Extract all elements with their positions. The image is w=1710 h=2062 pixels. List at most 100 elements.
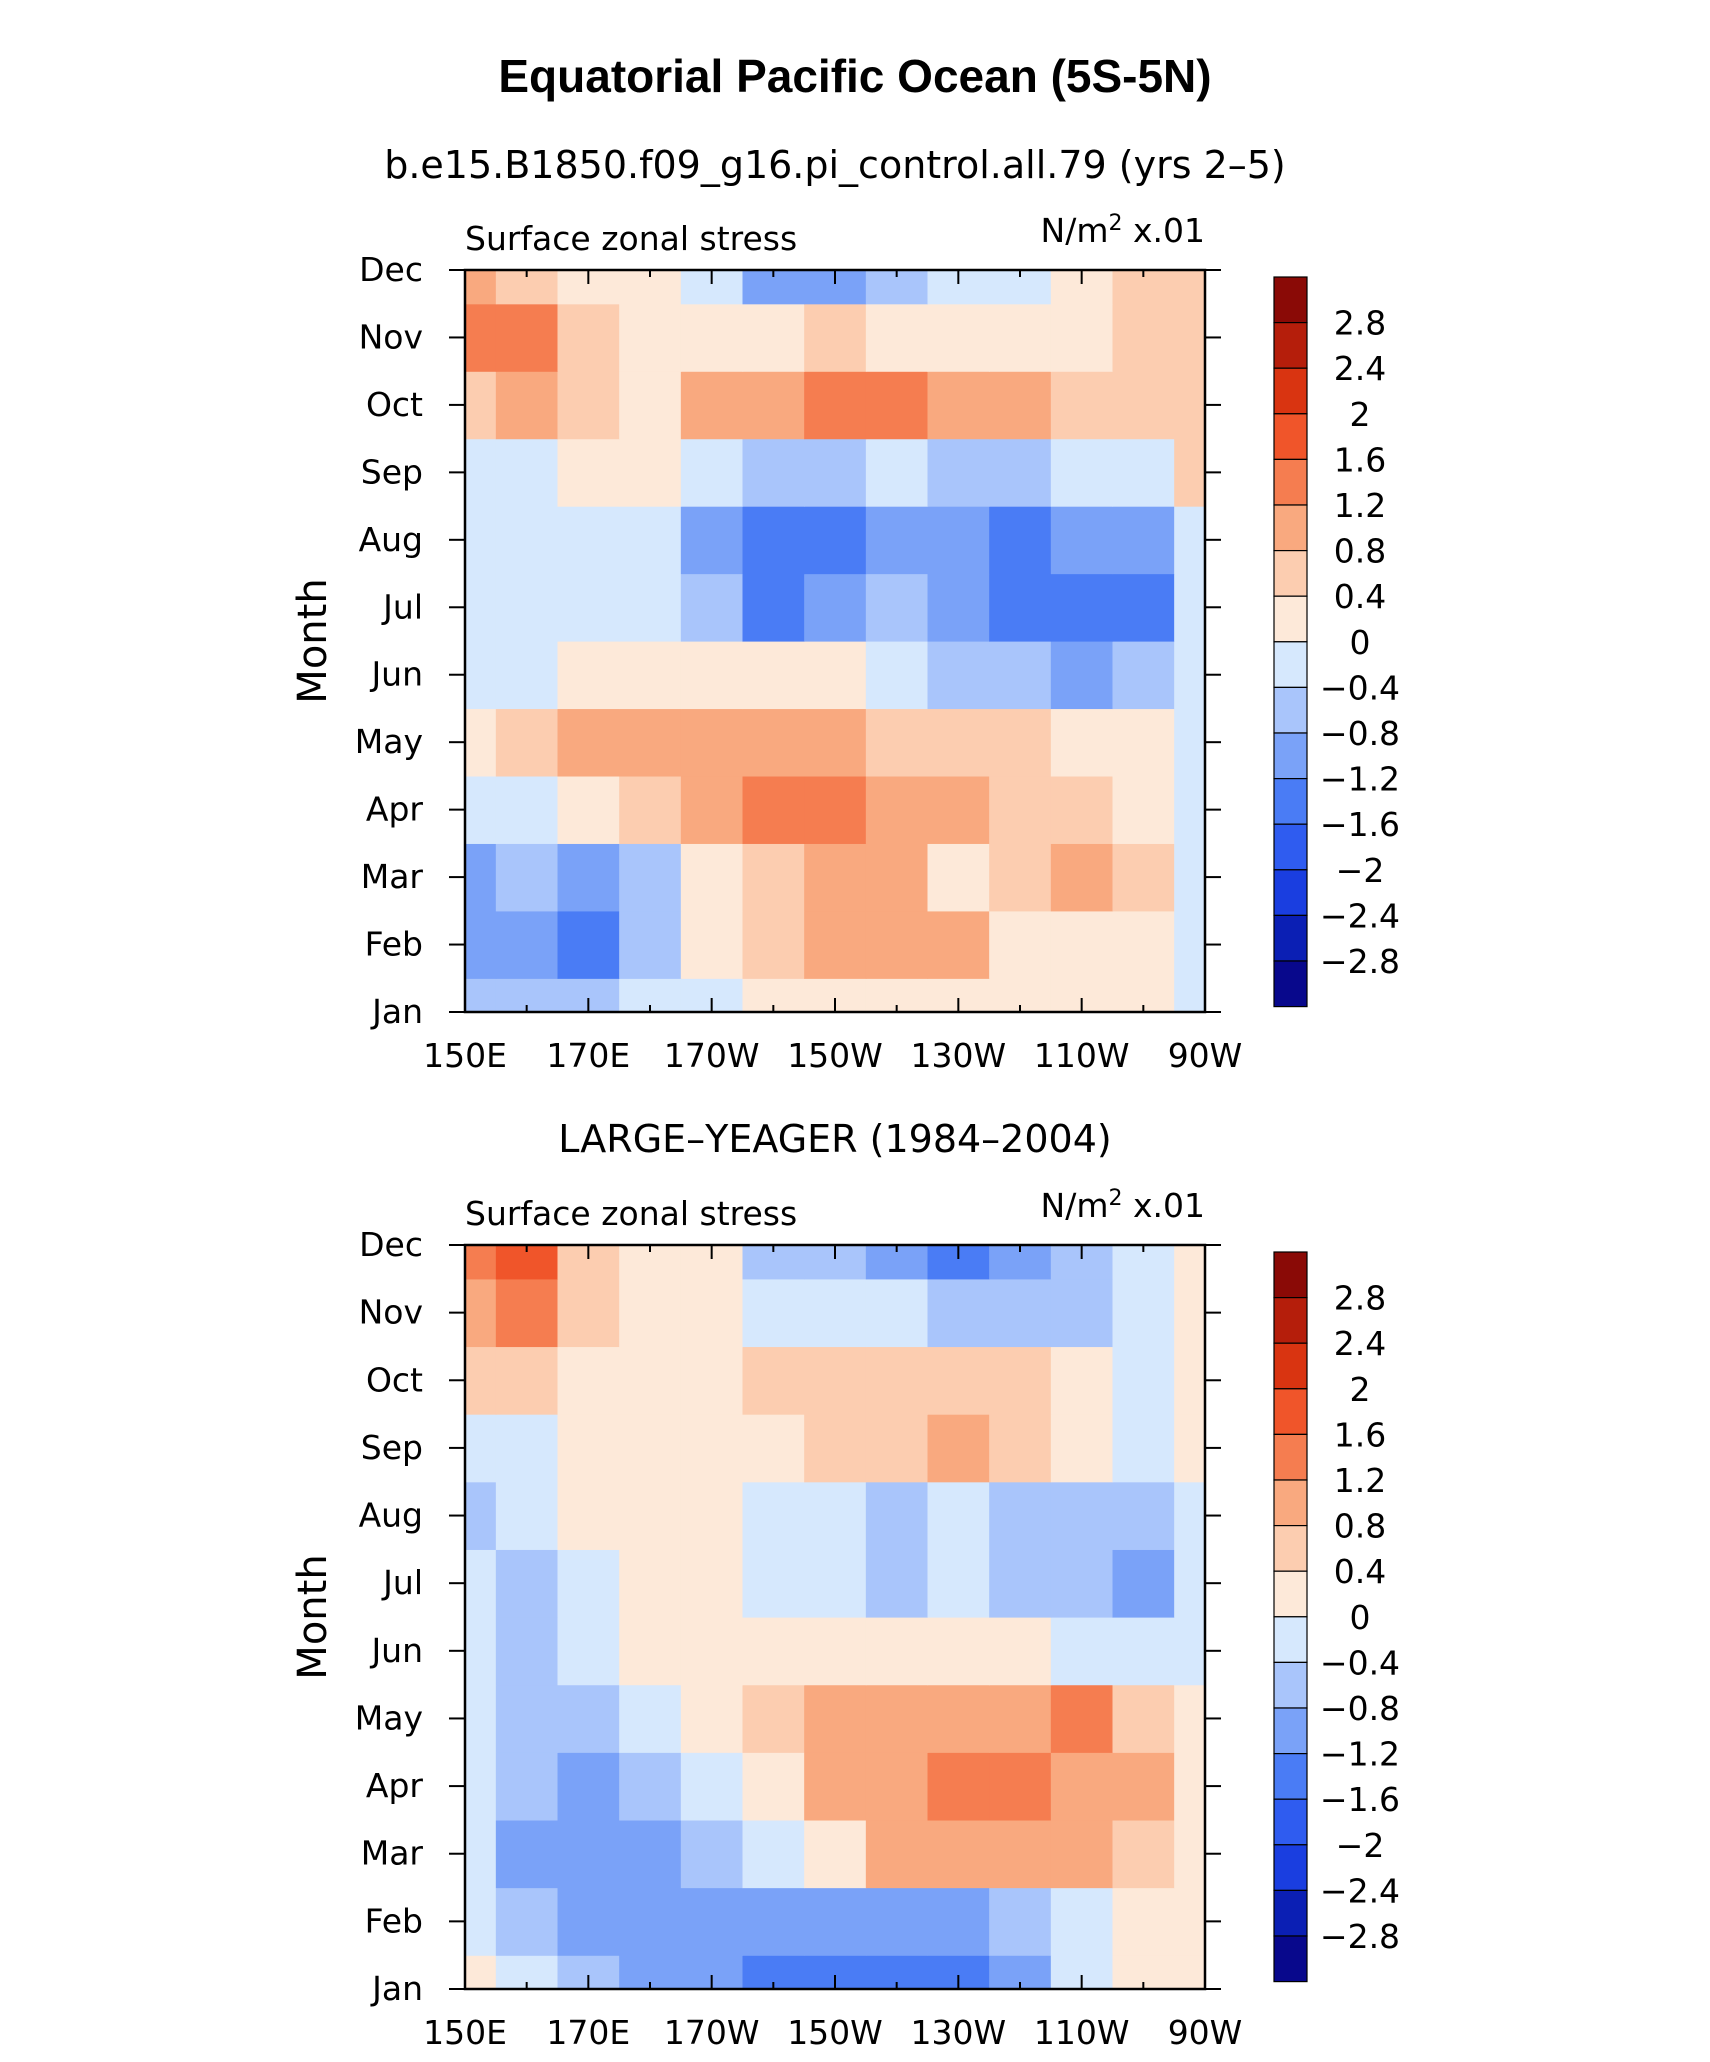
data-cell: [742, 708, 805, 777]
data-cell: [989, 641, 1052, 710]
data-cell: [1112, 303, 1175, 372]
data-cell: [1174, 1549, 1206, 1618]
data-cell: [865, 1414, 929, 1483]
data-cell: [1050, 1481, 1114, 1550]
colorbar-segment: [1273, 914, 1308, 962]
y-tick-label: Nov: [359, 1293, 423, 1332]
data-cell: [927, 1752, 990, 1821]
data-cell: [742, 573, 805, 642]
x-tick-label: 170W: [664, 2013, 760, 2052]
colorbar-label: 2.4: [1334, 1324, 1386, 1363]
y-tick-label: Feb: [365, 1901, 423, 1940]
data-cell: [989, 573, 1052, 642]
units-scale: x.01: [1123, 211, 1206, 250]
x-tick-label: 110W: [1034, 1036, 1130, 1075]
data-cell: [680, 1617, 744, 1686]
left-string: Surface zonal stress: [465, 219, 797, 258]
colorbar-segment: [1273, 1342, 1308, 1390]
data-cell: [680, 1414, 744, 1483]
colorbar-label: −2.8: [1320, 1917, 1400, 1956]
x-tick-label: 170E: [546, 2013, 630, 2052]
data-cell: [680, 438, 744, 507]
colorbar-segment: [1273, 549, 1308, 597]
data-cell: [927, 1278, 990, 1348]
data-cell: [927, 438, 990, 507]
data-cell: [680, 573, 744, 642]
data-cell: [1050, 573, 1114, 642]
data-cell: [989, 1414, 1052, 1483]
y-tick-label: Apr: [366, 790, 424, 829]
data-cell: [927, 573, 990, 642]
y-tick-label: Jun: [369, 1631, 423, 1670]
data-cell: [495, 1549, 559, 1618]
colorbar-label: −1.6: [1320, 805, 1400, 844]
data-cell: [742, 1414, 805, 1483]
colorbar-label: 2: [1350, 1370, 1371, 1409]
data-cell: [680, 1752, 744, 1821]
data-cell: [804, 1481, 867, 1550]
data-cell: [495, 1617, 559, 1686]
y-tick-label: Jul: [381, 1563, 423, 1602]
data-cell: [927, 641, 990, 710]
data-cell: [927, 506, 990, 575]
data-cell: [557, 573, 620, 642]
data-cell: [619, 1819, 682, 1889]
colorbar-segment: [1273, 641, 1308, 688]
data-cell: [927, 1617, 990, 1686]
data-cell: [1112, 775, 1175, 844]
data-cell: [680, 1346, 744, 1415]
data-cell: [804, 1549, 867, 1618]
data-cell: [865, 1752, 929, 1821]
data-cell: [927, 1481, 990, 1550]
data-cell: [1174, 910, 1206, 979]
data-cell: [989, 1346, 1052, 1415]
y-tick-label: Dec: [359, 250, 423, 289]
data-cell: [865, 1481, 929, 1550]
data-cell: [865, 708, 929, 777]
y-tick-label: Nov: [359, 317, 423, 356]
y-tick-label: May: [355, 1698, 423, 1737]
y-tick-label: Mar: [361, 857, 424, 896]
data-cell: [989, 303, 1052, 372]
colorbar-label: 2: [1350, 395, 1371, 434]
colorbar-label: 2.8: [1334, 1279, 1386, 1318]
data-cell: [465, 708, 497, 777]
y-tick-label: Sep: [361, 1428, 423, 1467]
y-axis-label: Month: [290, 1554, 336, 1679]
data-cell: [1112, 506, 1175, 575]
data-cell: [865, 1819, 929, 1889]
data-cell: [495, 910, 559, 979]
colorbar: 2.8 2.4 2 1.6 1.2 0.8 0.4 0 −0.4 −0.8 −1.2 −1.6 −2 −2…: [1273, 1251, 1400, 1983]
data-cell: [865, 573, 929, 642]
data-cell: [1050, 641, 1114, 710]
colorbar-segment: [1273, 1889, 1308, 1937]
data-cell: [742, 910, 805, 979]
data-cell: [619, 1549, 682, 1618]
data-cell: [495, 1346, 559, 1415]
data-cell: [742, 641, 805, 710]
data-cell: [989, 910, 1052, 979]
contour-field: [465, 1245, 1206, 1990]
data-cell: [1050, 1887, 1114, 1956]
data-cell: [804, 1346, 867, 1415]
colorbar-segment: [1273, 1707, 1308, 1755]
colorbar-segment: [1273, 595, 1308, 643]
data-cell: [865, 1684, 929, 1753]
data-cell: [465, 270, 497, 305]
data-cell: [1174, 641, 1206, 710]
data-cell: [680, 843, 744, 912]
data-cell: [804, 506, 867, 575]
data-cell: [804, 1752, 867, 1821]
data-cell: [804, 1684, 867, 1753]
data-cell: [465, 438, 497, 507]
colorbar-label: 2.4: [1334, 349, 1386, 388]
data-cell: [557, 641, 620, 710]
data-cell: [465, 506, 497, 575]
colorbar-segment: [1273, 1661, 1308, 1709]
data-cell: [495, 1278, 559, 1348]
data-cell: [742, 843, 805, 912]
colorbar-label: −1.6: [1320, 1780, 1400, 1819]
data-cell: [1112, 1549, 1175, 1618]
data-cell: [804, 910, 867, 979]
data-cell: [927, 775, 990, 844]
